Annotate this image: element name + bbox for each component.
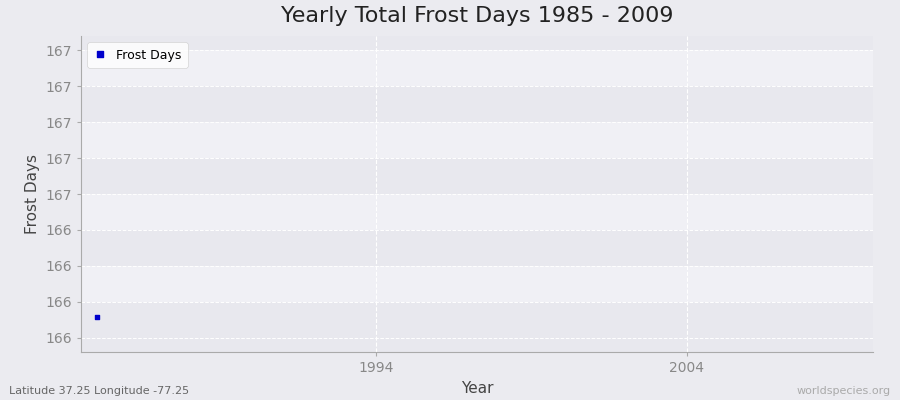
Bar [81, 86, 873, 122]
Bar [81, 36, 873, 50]
Y-axis label: Frost Days: Frost Days [25, 154, 40, 234]
Bar [81, 266, 873, 302]
X-axis label: Year: Year [461, 380, 493, 396]
Bar [81, 158, 873, 194]
Bar [81, 194, 873, 230]
Bar [81, 302, 873, 338]
Text: Latitude 37.25 Longitude -77.25: Latitude 37.25 Longitude -77.25 [9, 386, 189, 396]
Bar [81, 230, 873, 266]
Bar [81, 122, 873, 158]
Title: Yearly Total Frost Days 1985 - 2009: Yearly Total Frost Days 1985 - 2009 [281, 6, 673, 26]
Bar [81, 338, 873, 352]
Bar [81, 50, 873, 86]
Frost Days [89, 314, 104, 320]
Text: worldspecies.org: worldspecies.org [796, 386, 891, 396]
Legend: Frost Days: Frost Days [87, 42, 187, 68]
